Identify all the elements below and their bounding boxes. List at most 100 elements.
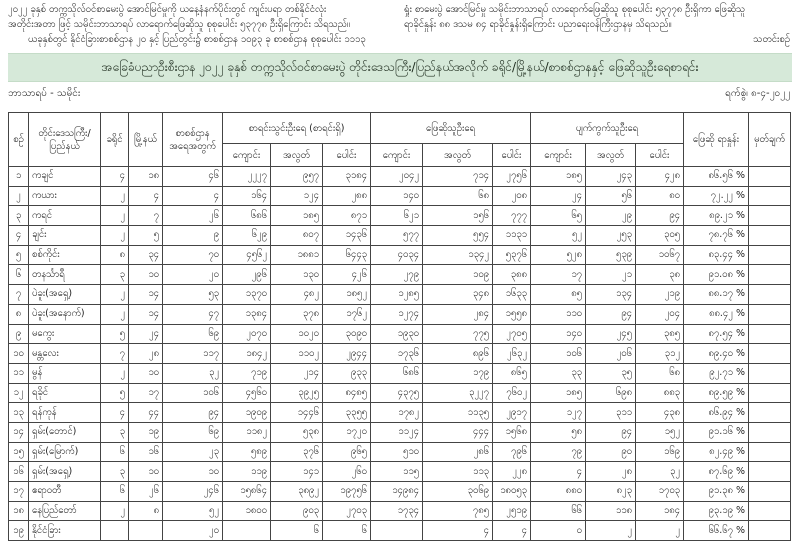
registered-total: ၈၄၈၅ <box>322 382 371 404</box>
registered-school: ၁၁၉ <box>222 461 271 482</box>
region-name: နိုင်ငံခြား <box>28 520 101 542</box>
header-absent-private: အလွတ် <box>585 143 636 167</box>
registered-total: ၁၇၂၀ <box>322 421 371 443</box>
absent-school: ၈၅ <box>530 284 586 305</box>
attendance-rate: ၈၆.၅၆ % <box>683 166 749 187</box>
table-row: ၃ကရင်၂၇၂၆ ၆၈၆ ၁၈၅ ၈၇၁ ၆၂၁ ၁၅၆ ၇၇၇ ၆၅ ၂၉ ၉၄ ၈၉.၂၁ % <box>8 205 791 227</box>
registered-private: ၅၃၈ <box>270 421 323 443</box>
appeared-private: ၇၈၅ <box>422 500 493 522</box>
townships-count: ၁၀ <box>128 362 163 384</box>
remark <box>748 402 791 423</box>
registered-private: ၉၅၇ <box>270 166 323 187</box>
attendance-rate: ၇၈.၇၆ % <box>683 225 749 246</box>
centres-count: ၂၆ <box>162 205 223 227</box>
registered-total: ၆၄၄၃ <box>322 244 371 266</box>
registered-private: ၄၈၂ <box>270 284 323 305</box>
appeared-private: ၁၇၉ <box>422 362 493 384</box>
table-body: ၁ကချင်၄၁၈ ၄၆ ၂၂၂၇ ၉၅၇ ၃၁၈၄ ၂၀၄၂ ၇၁၄ ၂၇၅၆ ၁၈၅ ၂၄၃၄… <box>8 166 791 542</box>
townships-count: ၁၀ <box>128 264 163 286</box>
absent-private: ၃၅ <box>585 362 636 384</box>
appeared-total: ၃၈၈ <box>492 264 531 286</box>
intro-line-3: ယခုနှစ်တွင် နိုင်ငံခြားစာစစ်ဌာန ၂၀ နှင့်… <box>28 34 366 45</box>
absent-private: ၆၉၈ <box>585 382 636 404</box>
table-row: ၁၁ မွန်၂၁၀ ၃၂ ၇၁၉ ၂၁၄ ၉၃၃ ၆၈၆ ၁၇၉ ၈၆၅ ၃၃ ၃၅ ၆၈ ၉၂.၇၁… <box>8 362 791 384</box>
registered-private: ၈၀၇ <box>270 225 323 246</box>
centres-count: ၁၀ <box>162 461 223 482</box>
districts-count: ၂ <box>100 185 129 207</box>
row-number: ၁၉ <box>8 520 29 542</box>
table-row: ၁၀ မန္တလေး၇၂၈ ၁၁၇ ၁၈၄၂ ၁၁၀၂ ၂၉၄၄ ၁၇၃၆ ၈၉၆ ၂၆၃၂ ၁၀… <box>8 343 791 364</box>
districts-count: ၃ <box>100 461 129 482</box>
appeared-private: ၃၀၆၉ <box>422 481 493 502</box>
registered-total: ၃၃၅၅ <box>322 402 371 423</box>
appeared-school: ၁၄၉၈၄ <box>370 481 423 502</box>
registered-private: ၃၉၂၅ <box>270 382 323 404</box>
districts-count: ၆ <box>100 481 129 502</box>
appeared-total: ၇၉၆ <box>492 441 531 463</box>
townships-count <box>128 520 163 542</box>
table-row: ၅စစ်ကိုင်း၈၃၄ ၇၀ ၄၅၆၂ ၁၈၈၁ ၆၄၄၃ ၄၀၃၄ ၁၃၄၂ ၅၃၇၆၅… <box>8 244 791 266</box>
absent-private: ၉၀ <box>585 441 636 463</box>
region-name: ကရင် <box>28 205 101 227</box>
absent-private: ၂ <box>585 520 636 542</box>
absent-total: ၂ <box>635 520 684 542</box>
region-name: ကချင် <box>28 166 101 187</box>
registered-private: ၁၄၄၆ <box>270 402 323 423</box>
row-number: ၇ <box>8 284 29 305</box>
region-name: ရှမ်း(တောင်) <box>28 421 101 443</box>
registered-total: ၁၈၅၂ <box>322 284 371 305</box>
absent-total: ၈၈၃ <box>635 382 684 404</box>
registered-total: ၂၇၀၃ <box>322 500 371 522</box>
appeared-school: ၄၀၃၄ <box>370 244 423 266</box>
header-appeared-total: ပေါင်း <box>492 143 531 167</box>
header-registered-total: ပေါင်း <box>322 143 371 167</box>
appeared-school: ၁၇၈၂ <box>370 402 423 423</box>
attendance-rate: ၉၂.၇၁ % <box>683 362 749 384</box>
appeared-total: ၇၆၀၂ <box>492 382 531 404</box>
table-row: ၉မကွေး၅၂၄ ၆၉ ၂၀၇၀ ၁၀၂၀ ၃၀၉၀ ၁၉၃၀ ၇၇၅ ၂၇၀၅ ၁၄၀ ၂၄၅… <box>8 323 791 345</box>
table-row: ၁ကချင်၄၁၈ ၄၆ ၂၂၂၇ ၉၅၇ ၃၁၈၄ ၂၀၄၂ ၇၁၄ ၂၇၅၆ ၁၈၅ ၂၄၃၄… <box>8 166 791 187</box>
districts-count: ၄ <box>100 402 129 423</box>
region-name: ရန်ကုန် <box>28 402 101 423</box>
table-row: ၄ချင်း၂၅၉၆၂၉ ၈၀၇ ၁၄၃၆ ၅၇၇ ၅၅၄ ၁၁၃၁ ၅၂ ၂၅၃ ၃၀၅ ၇၈.… <box>8 225 791 246</box>
townships-count: ၁၄ <box>128 284 163 305</box>
appeared-private: ၂၈၆ <box>422 441 493 463</box>
absent-total: ၈၀ <box>635 185 684 207</box>
appeared-private: ၈၉၆ <box>422 343 493 364</box>
appeared-total: ၂၀၈ <box>492 185 531 207</box>
centres-count: ၂၀ <box>162 520 223 542</box>
registered-school: ၁၃၇၀ <box>222 284 271 305</box>
appeared-school: ၂၀၄၂ <box>370 166 423 187</box>
region-name: စစ်ကိုင်း <box>28 244 101 266</box>
appeared-total: ၄ <box>492 520 531 542</box>
absent-total: ၁၈၄ <box>635 500 684 522</box>
absent-private: ၂၄၃ <box>585 166 636 187</box>
registered-private: ၆ <box>270 520 323 542</box>
townships-count: ၁၄ <box>128 303 163 325</box>
registered-school: ၂၉၆ <box>222 264 271 286</box>
appeared-school: ၁၁၅ <box>370 461 423 482</box>
header-districts: ခရိုင် <box>100 112 129 167</box>
centres-count: ၄၆ <box>162 166 223 187</box>
header-absent-total: ပေါင်း <box>635 143 684 167</box>
absent-private: ၈၂၃ <box>585 481 636 502</box>
attendance-rate: ၈၆.၉၄ % <box>683 402 749 423</box>
townships-count: ၄ <box>128 185 163 207</box>
remark <box>748 303 791 325</box>
attendance-rate: ၉၁.၃၈ % <box>683 481 749 502</box>
absent-total: ၁၀၆၇ <box>635 244 684 266</box>
table-row: ၂ကယား၂၄၄၁၆၄ ၁၂၄ ၂၈၈ ၁၄၀ ၆၈ ၂၀၈ ၂၄ ၅၆ ၈၀ ၇၂.၂၂ % <box>8 185 791 207</box>
header-region: တိုင်းဒေသကြီး/ ပြည်နယ် <box>28 112 101 167</box>
centres-count: ၂၀ <box>162 264 223 286</box>
attendance-rate: ၈၉.၂၁ % <box>683 205 749 227</box>
appeared-private: ၇၁၄ <box>422 166 493 187</box>
registered-total: ၉၃၃ <box>322 362 371 384</box>
remark <box>748 205 791 227</box>
region-name: ပဲခူး(အနောက်) <box>28 303 101 325</box>
appeared-total: ၂၂၈ <box>492 461 531 482</box>
appeared-school: ၂၇၉ <box>370 264 423 286</box>
appeared-school: ၆၂၁ <box>370 205 423 227</box>
registered-school <box>222 520 271 542</box>
absent-total: ၃၈၅ <box>635 323 684 345</box>
absent-school: ၂၄ <box>530 185 586 207</box>
